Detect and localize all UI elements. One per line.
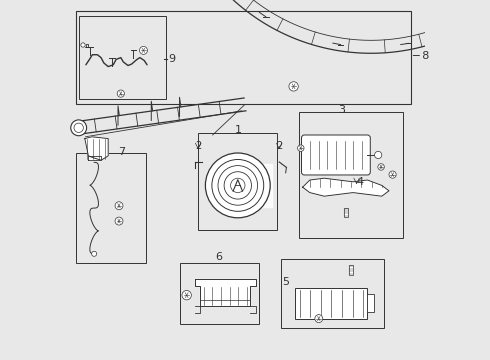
Text: 9: 9: [169, 54, 175, 64]
Circle shape: [92, 251, 97, 256]
Text: 2: 2: [195, 141, 201, 151]
Circle shape: [297, 145, 304, 151]
Circle shape: [389, 171, 396, 178]
Bar: [349, 265, 353, 275]
Circle shape: [140, 46, 147, 54]
Bar: [76, 11, 411, 104]
Circle shape: [74, 123, 83, 132]
Circle shape: [205, 153, 270, 218]
Circle shape: [315, 315, 323, 323]
Bar: [79, 16, 166, 99]
Circle shape: [289, 82, 298, 91]
Circle shape: [115, 217, 123, 225]
Bar: [76, 153, 146, 263]
Bar: [368, 294, 374, 312]
Bar: [344, 208, 348, 217]
Polygon shape: [85, 137, 108, 160]
Polygon shape: [303, 178, 389, 196]
Circle shape: [378, 164, 384, 170]
Text: 7: 7: [118, 147, 125, 157]
Circle shape: [374, 151, 382, 158]
Text: ─ 8: ─ 8: [413, 51, 430, 61]
Text: 1: 1: [235, 125, 242, 135]
Text: 2: 2: [276, 141, 282, 151]
Text: 6: 6: [215, 252, 222, 262]
Bar: [295, 288, 368, 319]
Circle shape: [182, 291, 192, 300]
Bar: [299, 112, 403, 238]
Circle shape: [117, 90, 124, 97]
Text: 3: 3: [339, 105, 345, 115]
Polygon shape: [88, 156, 101, 160]
Bar: [180, 263, 259, 324]
Circle shape: [81, 43, 85, 47]
Bar: [281, 259, 384, 328]
Text: 4: 4: [357, 177, 364, 187]
Polygon shape: [195, 279, 256, 306]
Bar: [198, 133, 277, 230]
FancyBboxPatch shape: [301, 135, 370, 175]
Text: 5: 5: [282, 276, 289, 287]
Circle shape: [115, 202, 123, 210]
Circle shape: [71, 120, 87, 136]
